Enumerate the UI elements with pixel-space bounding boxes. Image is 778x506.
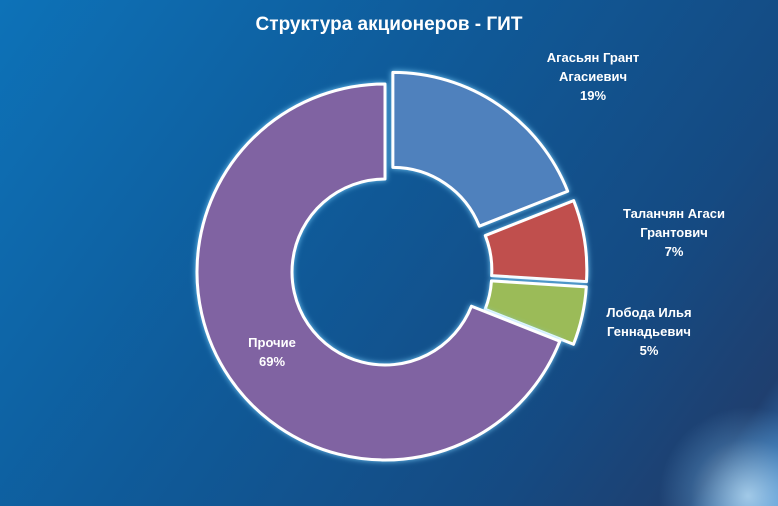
data-label-line: Лобода Илья (606, 305, 691, 320)
data-label-line: Агасьян Грант (547, 50, 640, 65)
slice-агасьян-грант-агасиевич (391, 70, 570, 228)
data-label-line: Прочие (248, 335, 296, 350)
data-label-лобода-илья-геннадьевич: Лобода Илья Геннадьевич 5% (606, 305, 691, 358)
data-label-line: Таланчян Агаси (623, 206, 725, 221)
data-label-line: Геннадьевич (607, 324, 691, 339)
chart-title: Структура акционеров - ГИТ (255, 14, 523, 35)
data-label-line: 19% (580, 88, 606, 103)
data-label-прочие: Прочие 69% (248, 335, 296, 369)
slice-таланчян-агаси-грантович (483, 199, 589, 284)
slice-лобода-илья-геннадьевич (483, 279, 588, 346)
data-label-line: 69% (259, 354, 285, 369)
data-label-line: 7% (665, 244, 684, 259)
data-label-таланчян-агаси-грантович: Таланчян Агаси Грантович 7% (623, 206, 725, 259)
data-label-агасьян-грант-агасиевич: Агасьян Грант Агасиевич 19% (547, 50, 640, 103)
data-label-line: Грантович (640, 225, 708, 240)
slice-прочие (195, 82, 562, 462)
data-label-line: Агасиевич (559, 69, 627, 84)
data-label-line: 5% (640, 343, 659, 358)
